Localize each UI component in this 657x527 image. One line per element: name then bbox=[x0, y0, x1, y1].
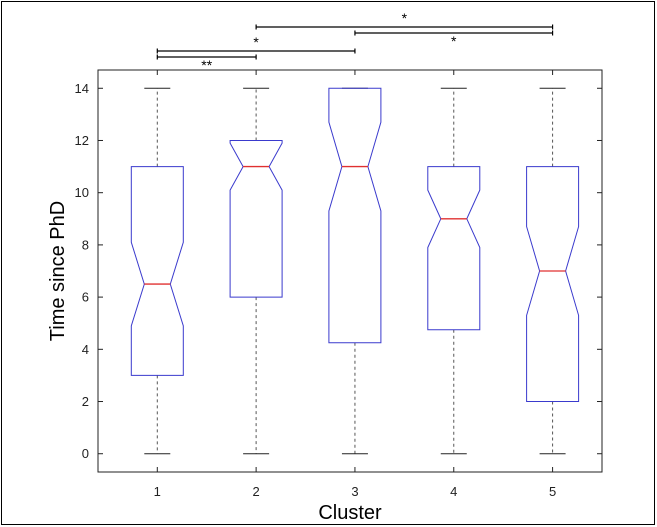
bracket-2-5: * bbox=[255, 10, 554, 30]
y-axis-label: Time since PhD bbox=[47, 201, 69, 341]
y-tick-label: 10 bbox=[75, 185, 89, 200]
x-tick-label: 5 bbox=[549, 484, 556, 499]
notched-box bbox=[427, 166, 481, 331]
y-tick-label: 2 bbox=[82, 394, 89, 409]
significance-label: ** bbox=[201, 57, 212, 73]
plot-area bbox=[97, 69, 603, 473]
y-tick-label: 0 bbox=[82, 446, 89, 461]
notched-box bbox=[328, 87, 382, 344]
notched-box bbox=[130, 166, 184, 376]
bracket-3-5: * bbox=[354, 30, 554, 49]
significance-label: * bbox=[451, 33, 457, 49]
y-tick-label: 14 bbox=[75, 81, 89, 96]
y-tick-label: 8 bbox=[82, 237, 89, 252]
notched-box bbox=[229, 140, 283, 298]
y-tick-label: 12 bbox=[75, 133, 89, 148]
box-cluster-2 bbox=[229, 87, 283, 455]
x-tick-label: 4 bbox=[450, 484, 457, 499]
significance-brackets: ***** bbox=[156, 10, 554, 73]
box-cluster-5 bbox=[526, 87, 580, 455]
box-cluster-4 bbox=[427, 87, 481, 455]
x-axis-label: Cluster bbox=[318, 502, 382, 524]
significance-label: * bbox=[253, 34, 259, 50]
y-axis: 0 2 4 6 8 10 12 14 bbox=[75, 81, 602, 461]
bracket-1-2: ** bbox=[156, 54, 257, 73]
boxes-layer bbox=[130, 87, 580, 455]
box-cluster-1 bbox=[130, 87, 184, 455]
y-tick-label: 4 bbox=[82, 342, 89, 357]
notched-box bbox=[526, 166, 580, 402]
x-tick-label: 1 bbox=[154, 484, 161, 499]
bracket-1-3: * bbox=[156, 34, 356, 54]
x-axis: 1 2 3 4 5 bbox=[154, 70, 556, 499]
x-tick-label: 3 bbox=[351, 484, 358, 499]
significance-label: * bbox=[402, 10, 408, 26]
y-tick-label: 6 bbox=[82, 290, 89, 305]
x-tick-label: 2 bbox=[253, 484, 260, 499]
box-cluster-3 bbox=[328, 87, 382, 455]
